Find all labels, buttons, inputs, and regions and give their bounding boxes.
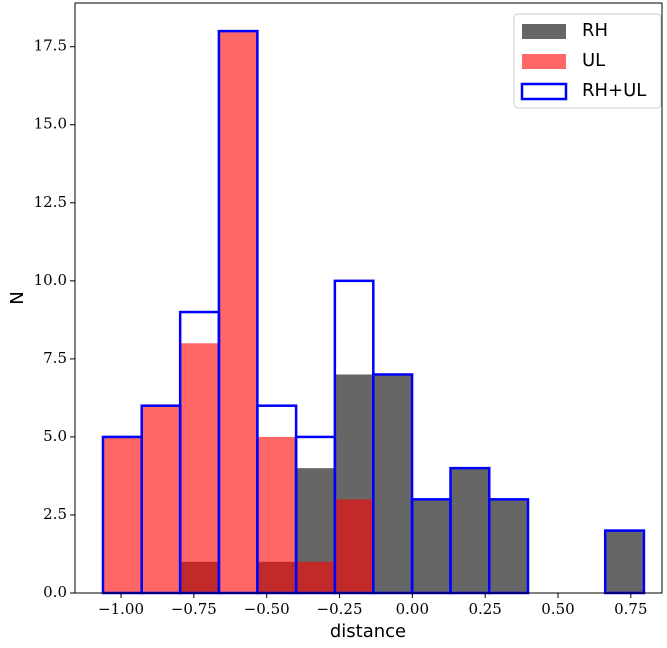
bar	[141, 405, 181, 593]
x-tick-label: −1.00	[98, 600, 144, 618]
bar	[218, 31, 258, 594]
x-tick-label: 0.75	[614, 600, 647, 618]
legend-swatch	[520, 82, 568, 101]
bar	[334, 499, 374, 593]
bar	[102, 436, 142, 593]
bar	[257, 436, 297, 593]
x-tick-label: 0.00	[396, 600, 429, 618]
x-tick-label: 0.50	[541, 600, 574, 618]
x-axis-label: distance	[330, 621, 406, 642]
y-tick-label: 0.0	[43, 583, 67, 601]
x-tick-label: −0.25	[317, 600, 363, 618]
legend-label: UL	[582, 50, 605, 71]
y-tick-label: 17.5	[34, 37, 67, 55]
y-axis-label: N	[7, 291, 28, 304]
x-tick-label: −0.50	[244, 600, 290, 618]
bar	[605, 530, 644, 593]
legend-swatch	[522, 54, 566, 69]
x-tick-label: 0.25	[468, 600, 501, 618]
y-tick-label: 7.5	[43, 349, 67, 367]
bar	[373, 374, 413, 593]
bar	[450, 468, 490, 593]
legend-label: RH	[582, 20, 608, 41]
y-tick-label: 10.0	[34, 271, 67, 289]
legend-label: RH+UL	[582, 80, 646, 101]
bar	[296, 561, 335, 593]
y-tick-label: 2.5	[43, 505, 67, 523]
x-tick-label: −0.75	[171, 600, 217, 618]
y-tick-label: 12.5	[34, 193, 67, 211]
y-tick-label: 15.0	[34, 115, 67, 133]
bar	[489, 499, 528, 593]
bar	[180, 343, 219, 593]
y-tick-label: 5.0	[43, 427, 67, 445]
legend-swatch	[522, 24, 566, 39]
bar	[412, 499, 451, 593]
plot-frame	[74, 2, 663, 594]
